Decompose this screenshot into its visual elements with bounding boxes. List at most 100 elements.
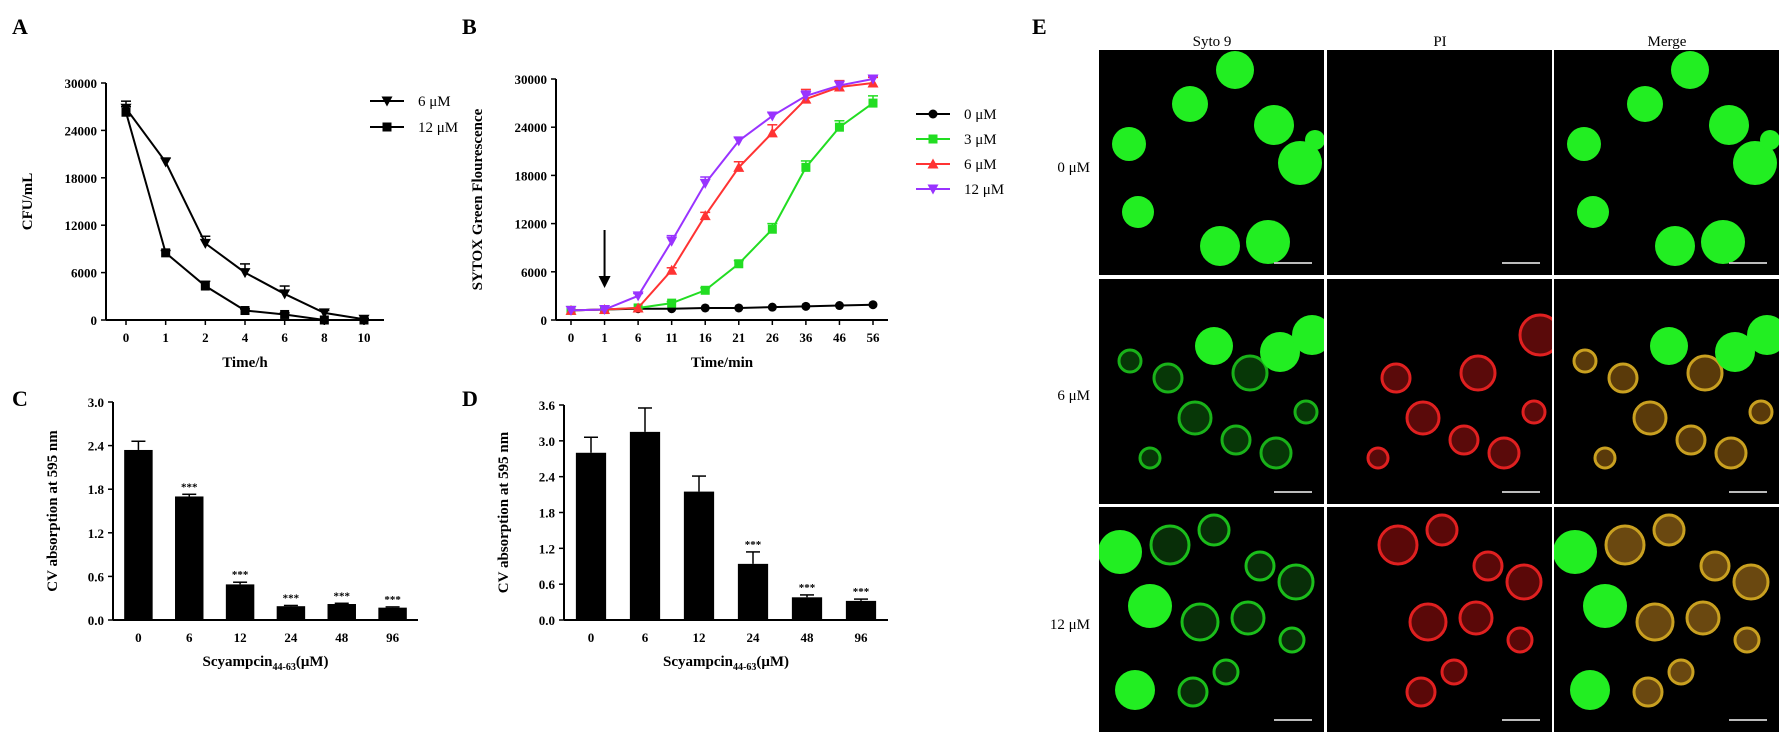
bar — [575, 452, 607, 620]
cell — [1122, 196, 1154, 228]
legend-label: 6 μM — [964, 157, 997, 173]
cell — [1627, 86, 1663, 122]
cell — [1505, 563, 1543, 601]
micrograph-cells — [1112, 51, 1324, 266]
cell — [1366, 446, 1390, 470]
micrograph — [1099, 279, 1324, 504]
data-point — [700, 285, 710, 295]
legend-marker — [928, 109, 938, 119]
data-point — [666, 264, 678, 275]
y-tick-label: 30000 — [65, 76, 98, 91]
cell — [1405, 676, 1437, 708]
x-tick-label: 46 — [833, 330, 847, 345]
x-tick-label: 48 — [801, 630, 815, 645]
data-point — [699, 178, 711, 189]
y-tick-label: 18000 — [515, 168, 548, 183]
cell — [1699, 550, 1731, 582]
cell — [1200, 226, 1240, 266]
cell — [1149, 524, 1191, 566]
significance-mark: *** — [799, 582, 816, 594]
y-tick-label: 12000 — [65, 218, 98, 233]
cell — [1714, 436, 1748, 470]
panel-letter-b: B — [462, 14, 477, 39]
data-point — [868, 300, 878, 310]
significance-mark: *** — [232, 569, 249, 581]
x-tick-label: 56 — [867, 330, 881, 345]
y-tick-label: 6000 — [71, 266, 97, 281]
data-point — [834, 122, 844, 132]
cell — [1220, 424, 1252, 456]
x-tick-label: 6 — [186, 630, 193, 645]
x-tick-label: 11 — [666, 330, 678, 345]
y-tick-label: 0.0 — [88, 613, 104, 628]
legend-label: 12 μM — [964, 182, 1004, 198]
legend-marker — [381, 96, 393, 107]
cell — [1518, 313, 1552, 357]
cell — [1180, 602, 1220, 642]
cell — [1487, 436, 1521, 470]
row-label-6um: 6 μM — [1057, 388, 1090, 404]
y-axis-label: CV absorption at 595 nm — [496, 431, 512, 593]
x-tick-label: 1 — [601, 330, 608, 345]
data-point — [599, 305, 611, 316]
x-tick-label: 2 — [202, 330, 209, 345]
cell — [1216, 51, 1254, 89]
data-point — [161, 248, 171, 258]
data-point — [767, 302, 777, 312]
significance-mark: *** — [853, 586, 870, 598]
y-tick-label: 30000 — [515, 72, 548, 87]
data-point — [800, 91, 812, 102]
data-point — [359, 315, 369, 325]
x-tick-label: 96 — [855, 630, 869, 645]
x-tick-label: 0 — [135, 630, 142, 645]
chart-b: 0 6000 12000 18000 24000 30000 SYTOX Green Flo… — [470, 72, 1004, 371]
x-axis-label-unit: (μM) — [756, 654, 789, 670]
cell — [1197, 513, 1231, 547]
significance-mark: *** — [334, 590, 351, 602]
cell — [1572, 348, 1598, 374]
significance-mark: *** — [283, 592, 300, 604]
legend-label: 0 μM — [964, 107, 997, 123]
cell — [1685, 600, 1721, 636]
bar — [791, 597, 823, 620]
x-tick-label: 0 — [568, 330, 575, 345]
arrow-head — [598, 276, 611, 288]
data-point — [734, 259, 744, 269]
cell — [1732, 563, 1770, 601]
cell — [1231, 354, 1269, 392]
x-tick-label: 36 — [799, 330, 813, 345]
cell — [1632, 676, 1664, 708]
micrograph-cells — [1572, 315, 1779, 470]
data-point — [733, 136, 745, 147]
series-line — [125, 107, 365, 321]
x-axis-label-main: Scyampcin — [663, 654, 734, 670]
data-point — [121, 107, 131, 117]
legend-marker — [928, 134, 938, 144]
y-tick-label: 3.0 — [539, 434, 555, 449]
cell — [1635, 602, 1675, 642]
x-tick-label: 48 — [335, 630, 349, 645]
cell — [1305, 130, 1324, 150]
cell — [1448, 424, 1480, 456]
y-tick-label: 1.8 — [88, 482, 105, 497]
micrograph — [1327, 279, 1552, 504]
row-label-0um: 0 μM — [1057, 160, 1090, 176]
x-tick-label: 1 — [162, 330, 169, 345]
panel-letter-a: A — [12, 14, 28, 39]
cell — [1655, 226, 1695, 266]
data-point — [868, 98, 878, 108]
cell — [1760, 130, 1779, 150]
y-tick-label: 6000 — [521, 265, 547, 280]
cell — [1709, 105, 1749, 145]
cell — [1733, 141, 1777, 185]
cell — [1715, 332, 1755, 372]
y-tick-label: 0 — [91, 313, 98, 328]
x-tick-label: 4 — [242, 330, 249, 345]
panel-letter-d: D — [462, 386, 478, 411]
y-tick-label: 24000 — [515, 120, 548, 135]
significance-mark: *** — [181, 481, 198, 493]
micrograph — [1327, 50, 1552, 275]
cell — [1112, 127, 1146, 161]
chart-a: 0 6000 12000 18000 24000 30000 CFU/mL 0 1 2 4 6 8 10 T… — [20, 76, 458, 371]
